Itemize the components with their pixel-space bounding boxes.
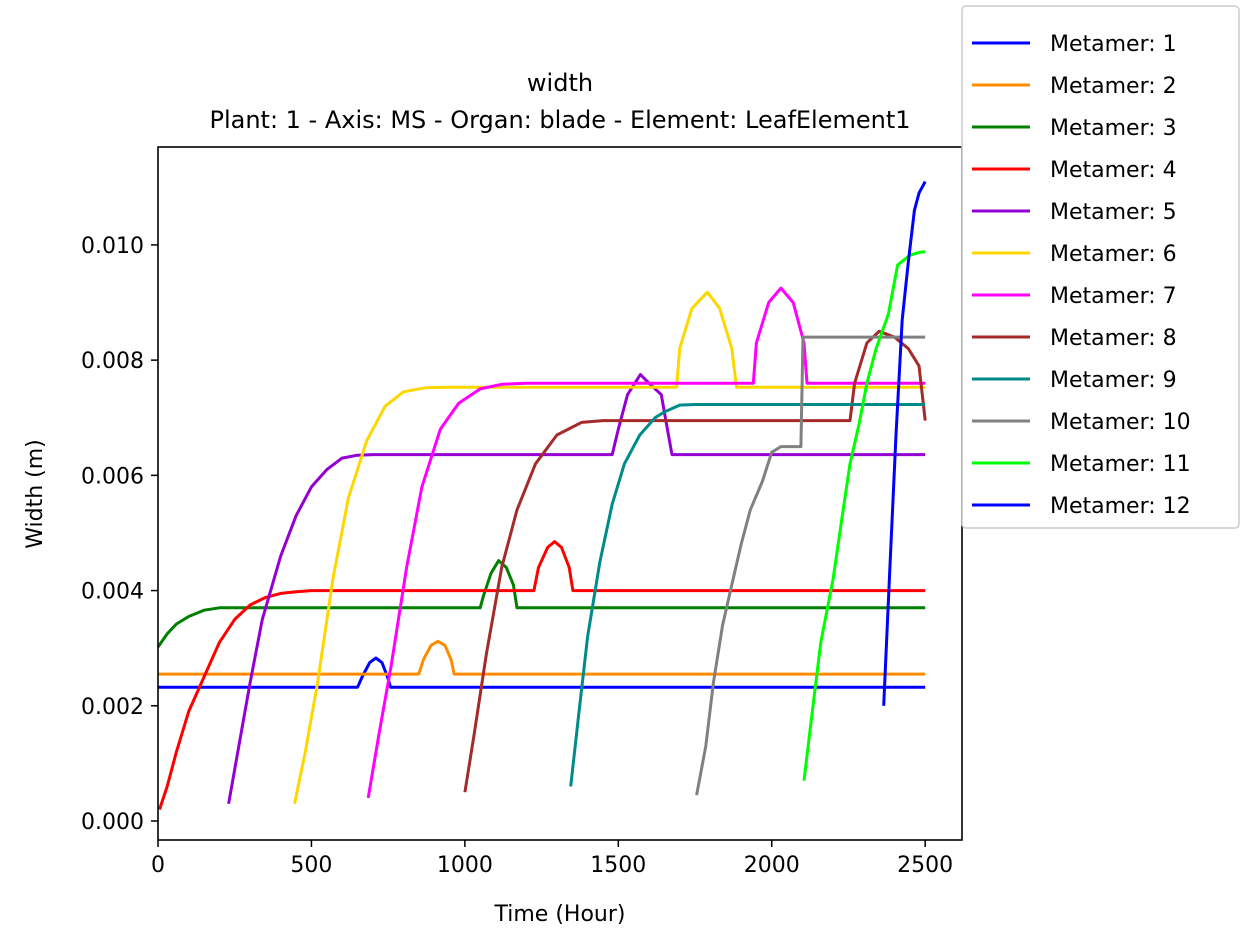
x-tick-label: 1500 <box>590 853 646 878</box>
y-axis-label: Width (m) <box>23 439 48 549</box>
x-tick-label: 2500 <box>897 853 953 878</box>
series-line-1 <box>158 656 926 689</box>
y-tick-label: 0.006 <box>81 464 144 489</box>
plot-frame <box>157 146 963 841</box>
x-axis: 0 500 1000 1500 2000 2500 <box>151 840 953 878</box>
x-tick-label: 0 <box>151 853 165 878</box>
series-line-8 <box>463 329 927 793</box>
y-tick-label: 0.008 <box>81 349 144 374</box>
series-line-7 <box>366 286 926 799</box>
legend-label: Metamer: 3 <box>1050 116 1177 141</box>
x-tick-label: 2000 <box>744 853 800 878</box>
y-tick-label: 0.002 <box>81 695 144 720</box>
legend-label: Metamer: 5 <box>1050 200 1177 225</box>
legend-label: Metamer: 7 <box>1050 284 1177 309</box>
legend-label: Metamer: 4 <box>1050 158 1177 183</box>
y-tick-label: 0.004 <box>81 580 144 605</box>
chart-subtitle: Plant: 1 - Axis: MS - Organ: blade - Ele… <box>209 106 910 134</box>
legend: Metamer: 1 Metamer: 2 Metamer: 3 Metamer: 4… <box>961 5 1240 529</box>
series-line-5 <box>227 373 926 804</box>
series-line-11 <box>802 250 926 781</box>
legend-label: Metamer: 1 <box>1050 32 1177 57</box>
legend-label: Metamer: 2 <box>1050 74 1177 99</box>
series-line-2 <box>158 639 926 676</box>
chart-title: width <box>527 69 593 97</box>
series-line-4 <box>158 540 926 810</box>
legend-label: Metamer: 8 <box>1050 326 1177 351</box>
x-tick-label: 500 <box>290 853 332 878</box>
legend-label: Metamer: 9 <box>1050 368 1177 393</box>
series-line-6 <box>293 290 926 805</box>
legend-label: Metamer: 12 <box>1050 494 1191 519</box>
legend-label: Metamer: 6 <box>1050 242 1177 267</box>
legend-label: Metamer: 10 <box>1050 410 1191 435</box>
x-tick-label: 1000 <box>437 853 493 878</box>
legend-label: Metamer: 11 <box>1050 452 1191 477</box>
series-line-9 <box>569 403 926 787</box>
x-axis-label: Time (Hour) <box>494 902 626 927</box>
y-tick-label: 0.000 <box>81 810 144 835</box>
y-tick-label: 0.010 <box>81 234 144 259</box>
series-line-10 <box>695 335 926 796</box>
legend-box <box>961 5 1240 529</box>
plot-lines <box>156 180 927 810</box>
series-line-3 <box>156 559 926 648</box>
series-line-12 <box>882 180 927 706</box>
y-axis: 0.000 0.002 0.004 0.006 0.008 0.010 <box>81 234 158 835</box>
